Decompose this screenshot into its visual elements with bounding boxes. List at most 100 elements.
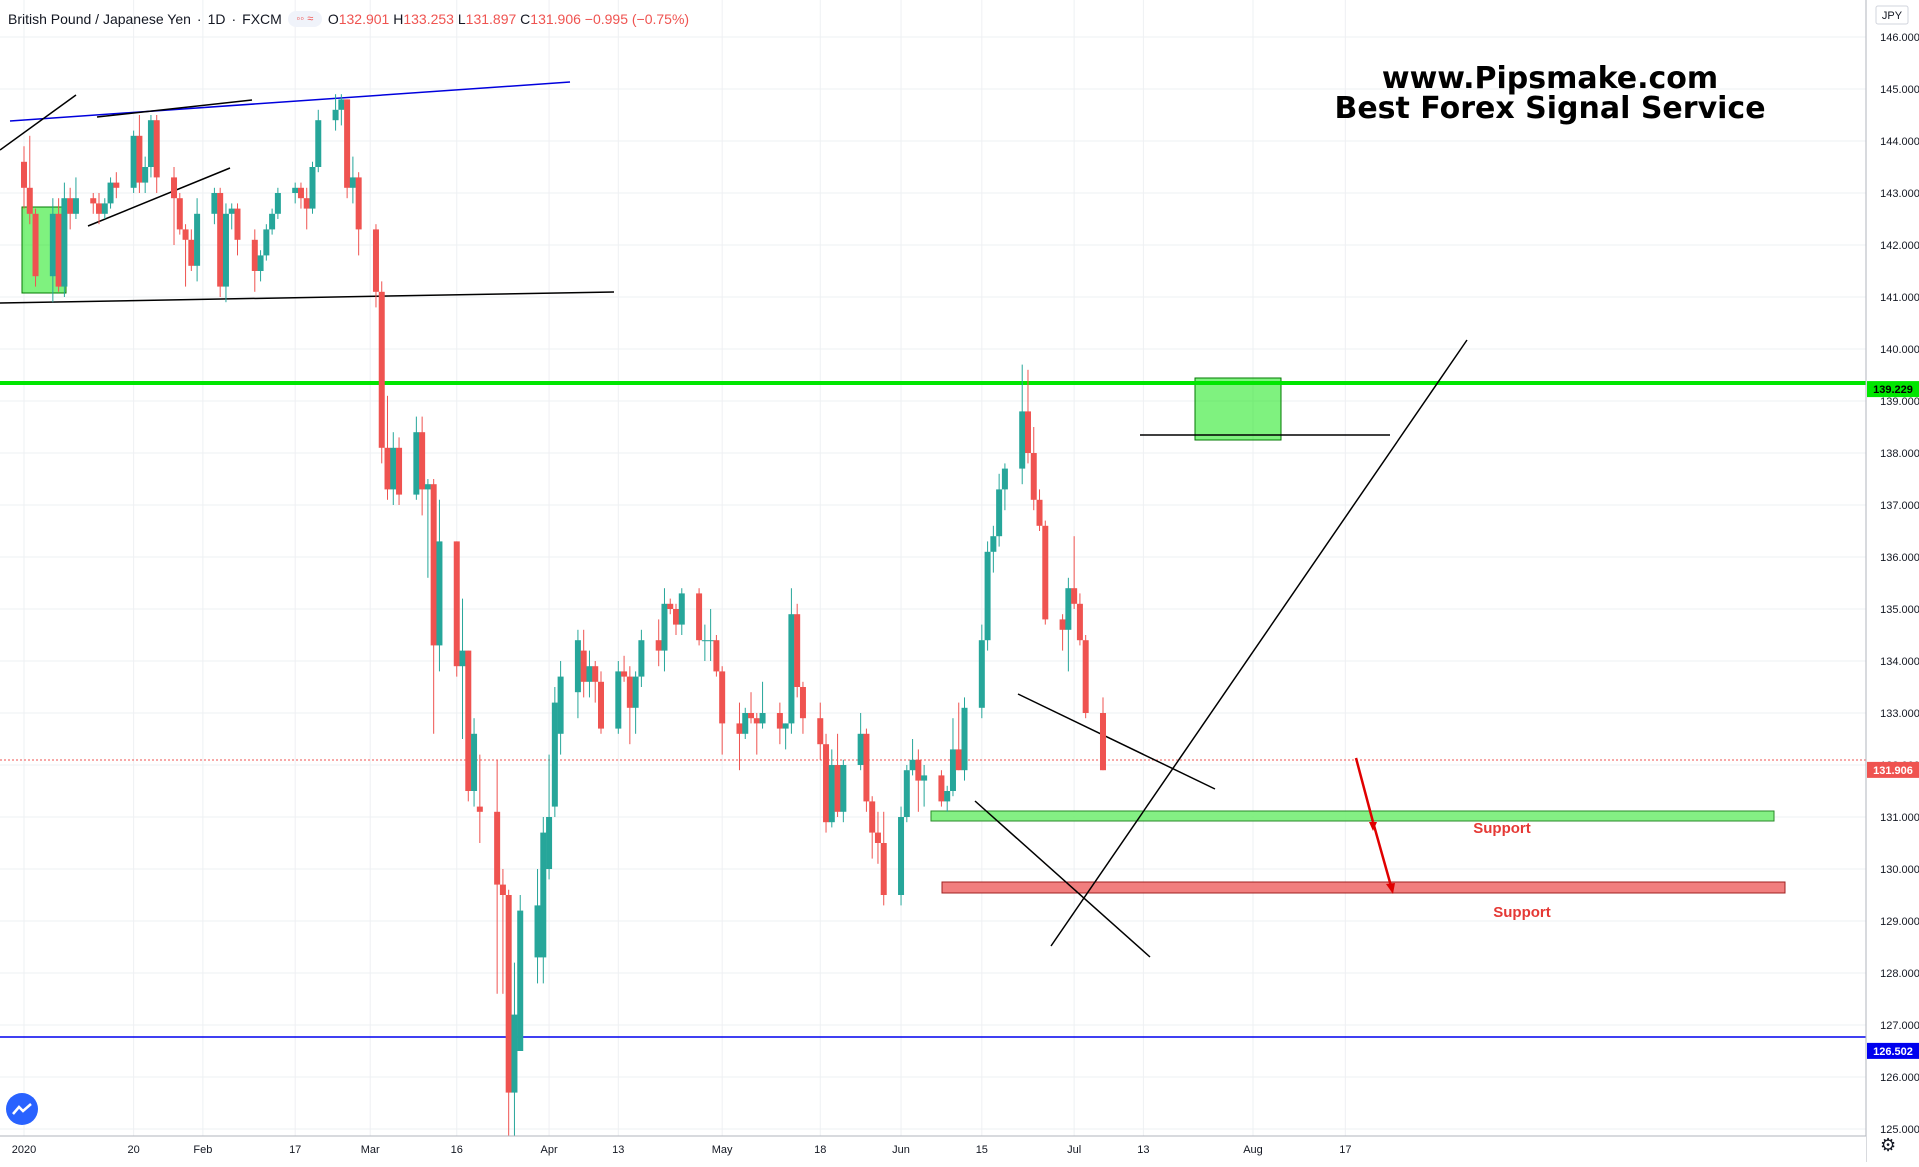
candle [101, 198, 108, 219]
candle-body [413, 432, 420, 495]
candle-body [182, 229, 189, 240]
candle-body [1036, 499, 1043, 526]
candle [551, 687, 558, 817]
candle-body [978, 640, 985, 708]
candle [1099, 697, 1106, 771]
candle-body [1001, 468, 1008, 490]
candle-body [67, 198, 74, 214]
candle-body [419, 432, 426, 490]
candle [49, 198, 56, 303]
candle-body [638, 640, 645, 677]
candle [655, 619, 662, 667]
y-tick-label: 130.000 [1880, 864, 1919, 876]
trend-line-1 [0, 94, 77, 151]
candle [557, 661, 564, 755]
candle [874, 811, 881, 864]
interval-label[interactable]: 1D [207, 11, 226, 27]
drawing-annotations: Support Support [0, 81, 1866, 1038]
candle-body [372, 229, 379, 292]
candle [840, 759, 847, 823]
candle [869, 796, 876, 859]
candle-body [55, 213, 62, 287]
candle [580, 629, 587, 698]
candle-body [1076, 603, 1083, 641]
candle-body [696, 593, 703, 641]
candle-body [396, 447, 403, 495]
candle [794, 603, 801, 698]
candle-body [211, 193, 218, 214]
y-tick-label: 137.000 [1880, 500, 1919, 512]
tradingview-logo-icon[interactable] [6, 1093, 38, 1125]
watermark-text: www.Pipsmake.com Best Forex Signal Servi… [1290, 64, 1810, 124]
candle-body [222, 213, 229, 287]
x-tick-label: 17 [289, 1144, 301, 1156]
neckline-left [0, 291, 615, 304]
candle [742, 707, 749, 739]
candle [863, 728, 870, 812]
candle [1082, 635, 1089, 719]
y-tick-label: 144.000 [1880, 136, 1919, 148]
candle [909, 739, 916, 776]
candle-body [869, 801, 876, 833]
y-tick-label: 126.000 [1880, 1072, 1919, 1084]
candle [632, 671, 639, 734]
candle-body [903, 770, 910, 817]
candle-body [390, 447, 397, 490]
candle [419, 416, 426, 516]
price-tag-bg [1867, 761, 1919, 778]
candle [372, 224, 379, 308]
low-value: 131.897 [465, 11, 517, 27]
forecast-arrow-2 [1371, 821, 1393, 887]
candle-body [32, 213, 39, 277]
candle [338, 94, 345, 126]
candle [586, 650, 593, 698]
candle-body [661, 603, 668, 651]
candle [1036, 489, 1043, 531]
x-tick-label: May [712, 1144, 733, 1156]
candle [251, 229, 258, 292]
candle-body [499, 884, 506, 895]
settings-gear-icon[interactable]: ⚙ [1880, 1135, 1897, 1155]
symbol-name[interactable]: British Pound / Japanese Yen [8, 11, 191, 27]
price-axis[interactable]: JPY 146.000 145.000 144.000 143.000 142.000 1… [1865, 0, 1919, 1162]
candle-body [719, 671, 726, 724]
candle-body [303, 198, 310, 209]
candle-body [1030, 453, 1037, 500]
support-zone-upper [930, 810, 1775, 822]
candle-body [949, 749, 956, 791]
y-tick-label: 146.000 [1880, 32, 1919, 44]
candle [453, 541, 460, 677]
currency-badge [1875, 5, 1909, 25]
candle-body [424, 484, 431, 490]
trend-line-3 [87, 167, 231, 227]
candle [269, 208, 276, 235]
time-axis[interactable]: 2020 20 Feb 17 Mar 16 Apr 13 May 18 Jun 15 Jul 13 Aug 1… [0, 1135, 1866, 1162]
candle-body [344, 99, 351, 188]
candle-body [1099, 713, 1106, 771]
candle-body [384, 447, 391, 490]
candle [782, 723, 789, 750]
candle-body [176, 198, 183, 230]
candle [430, 479, 437, 734]
candle [297, 182, 304, 209]
candle-body [592, 666, 599, 682]
candle [274, 187, 281, 219]
visibility-toggle-icon[interactable]: ◦◦ ≈ [287, 11, 322, 27]
candle [990, 525, 997, 573]
candle [153, 115, 160, 193]
y-tick-label: 142.000 [1880, 240, 1919, 252]
close-value: 131.906 [530, 11, 581, 27]
candle [90, 193, 97, 214]
candle [171, 167, 178, 245]
candle-body [355, 177, 362, 230]
candle [615, 661, 622, 734]
y-tick-label: 145.000 [1880, 84, 1919, 96]
candle-body [834, 765, 841, 812]
candle-body [880, 843, 887, 895]
price-tag-bg [1867, 381, 1919, 398]
currency-label: JPY [1882, 10, 1903, 22]
candle-body [938, 775, 945, 802]
candle [55, 198, 62, 292]
